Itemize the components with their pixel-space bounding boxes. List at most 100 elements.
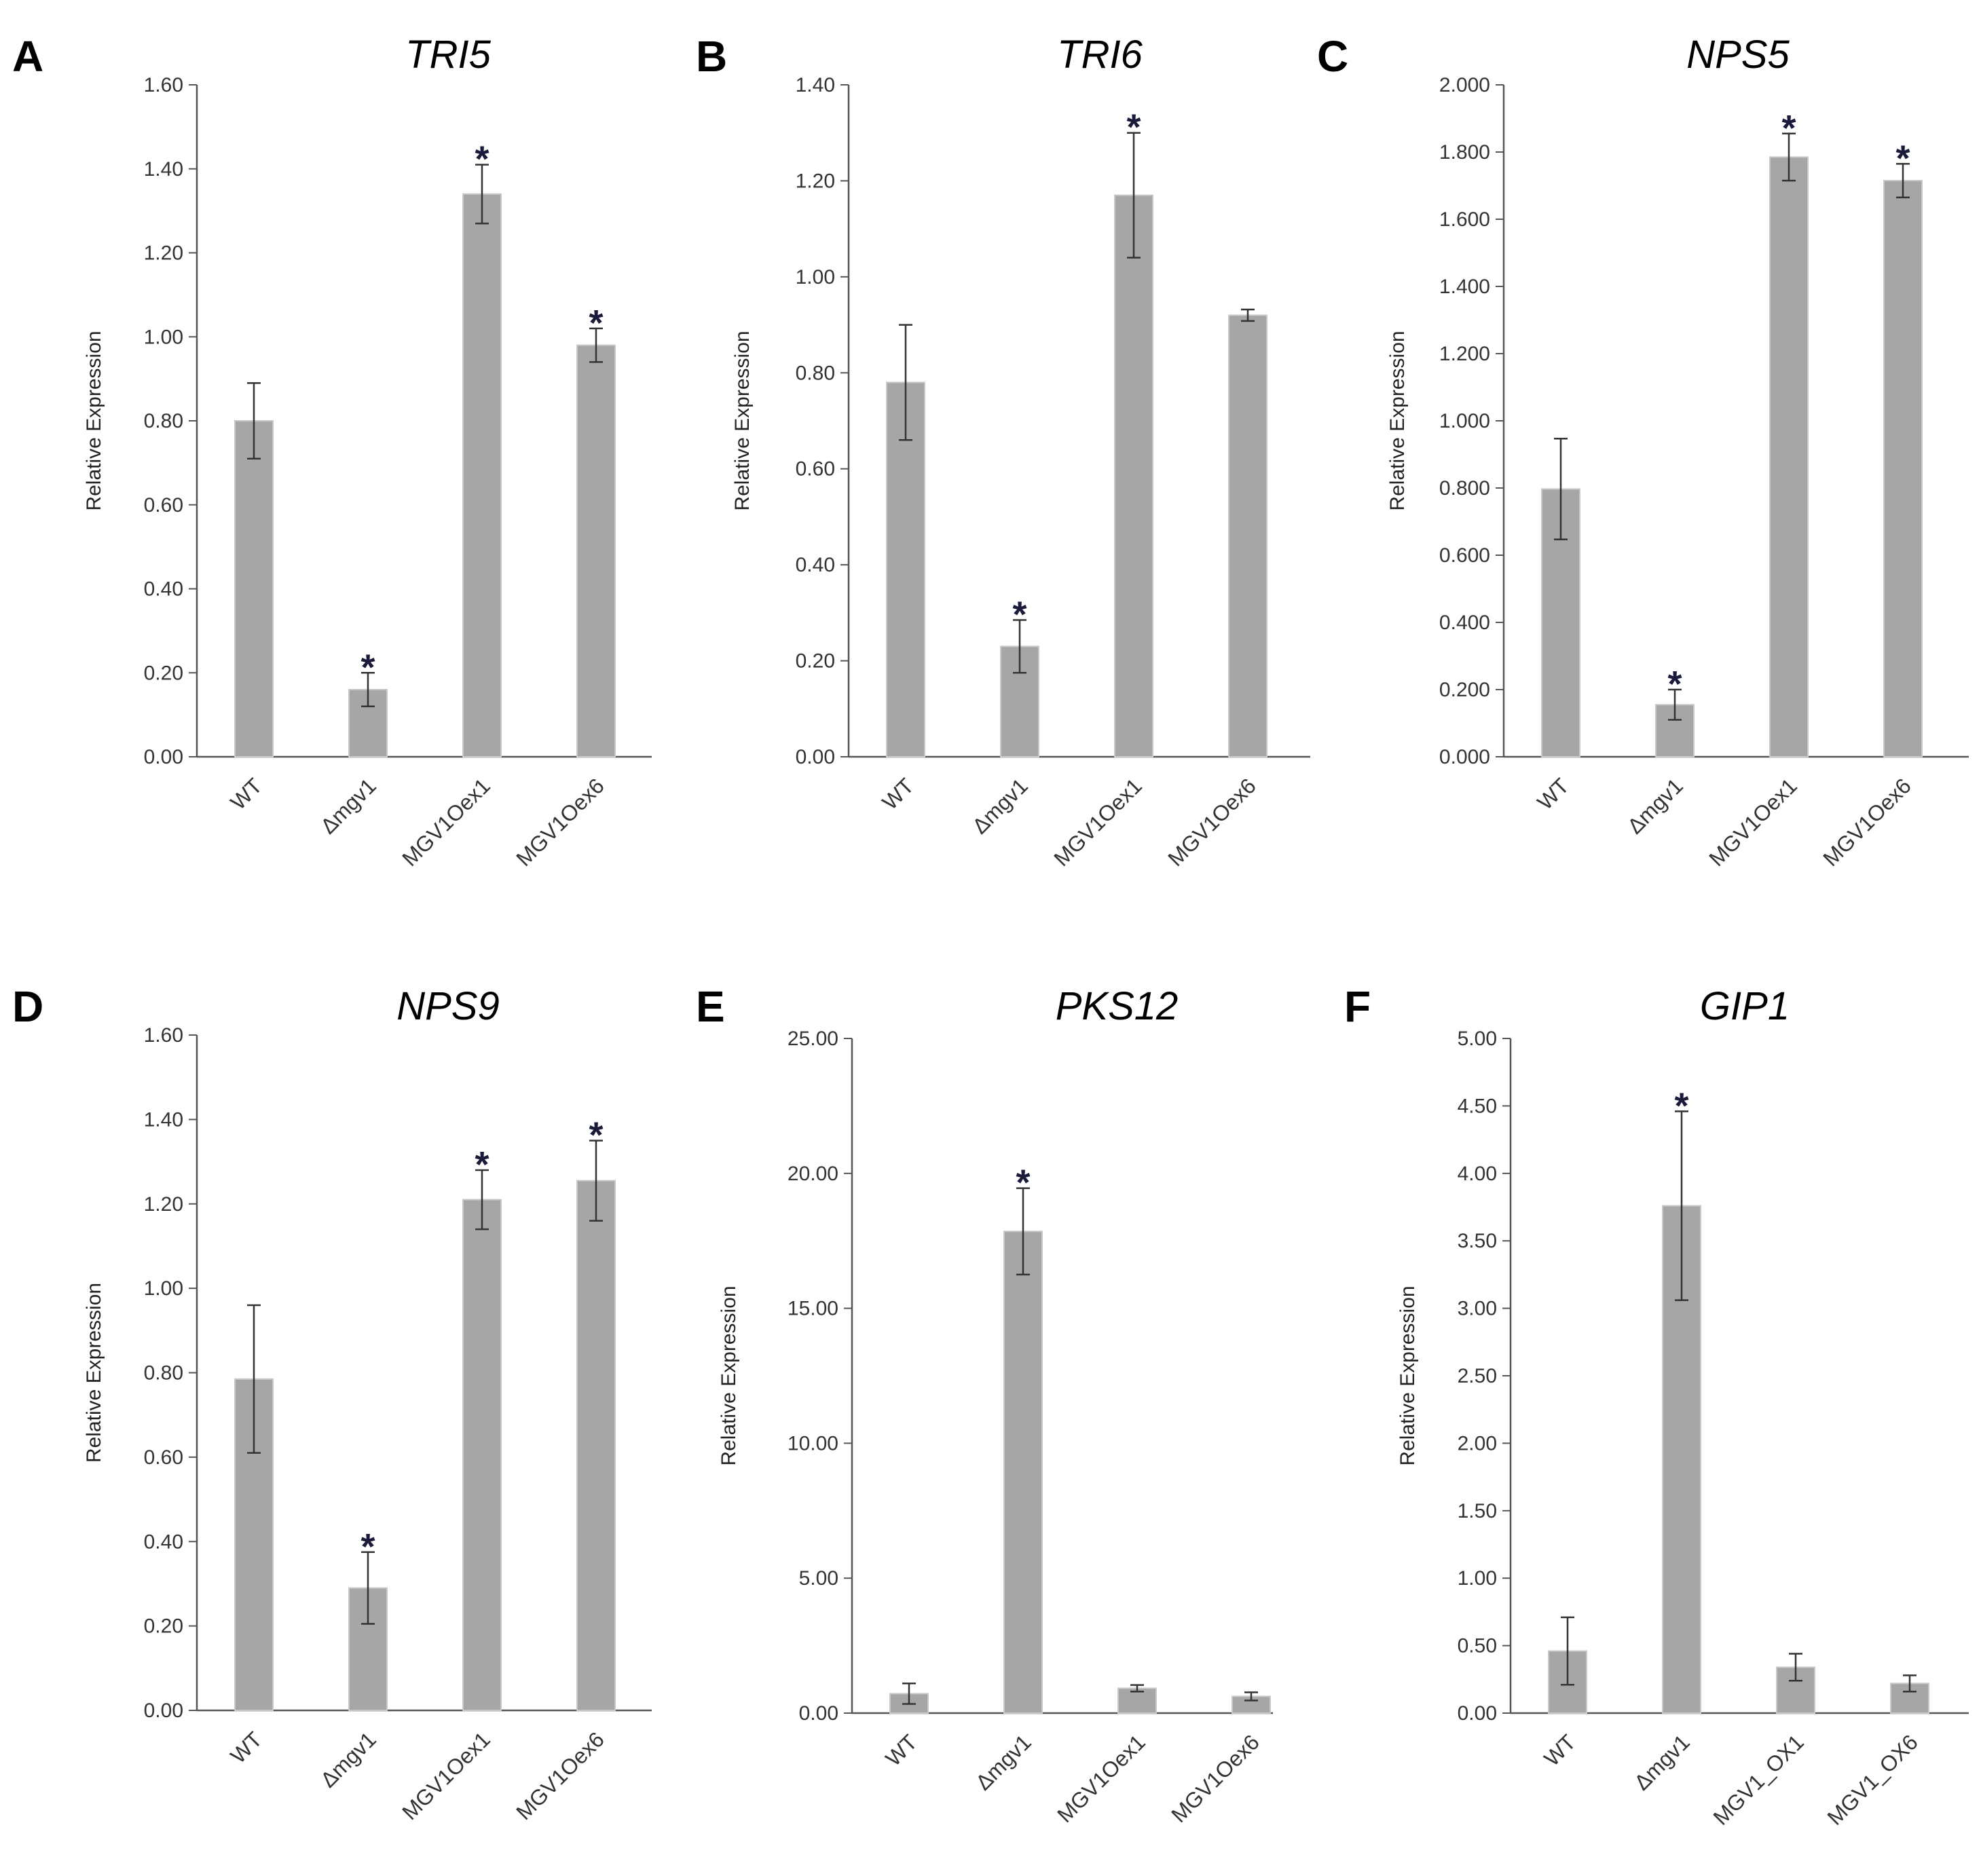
bar-2 xyxy=(1117,1687,1157,1714)
y-axis-title: Relative Expression xyxy=(718,1286,740,1465)
y-tick-label: 0.400 xyxy=(1439,612,1490,634)
bar-2 xyxy=(1776,1666,1815,1714)
y-tick-label: 0.000 xyxy=(1439,746,1490,768)
bar-2 xyxy=(462,1199,502,1711)
y-axis-title: Relative Expression xyxy=(1386,331,1409,510)
significance-star: * xyxy=(1016,1163,1030,1203)
y-tick-label: 15.00 xyxy=(788,1298,838,1320)
y-tick-label: 0.00 xyxy=(796,746,835,768)
category-label: MGV1Oex6 xyxy=(1818,773,1916,871)
y-tick-label: 0.50 xyxy=(1458,1635,1497,1657)
y-axis-title: Relative Expression xyxy=(1396,1286,1419,1465)
significance-star: * xyxy=(475,1144,489,1185)
y-tick-label: 3.00 xyxy=(1458,1298,1497,1320)
y-tick-label: 0.600 xyxy=(1439,544,1490,567)
y-tick-label: 1.00 xyxy=(144,326,183,348)
y-tick-label: 1.400 xyxy=(1439,276,1490,298)
y-tick-label: 1.60 xyxy=(144,74,183,96)
bar-2 xyxy=(1769,156,1809,758)
category-label: MGV1Oex1 xyxy=(1052,1729,1150,1827)
panel-letter: F xyxy=(1344,982,1371,1031)
y-tick-label: 1.00 xyxy=(1458,1567,1497,1590)
y-tick-label: 0.00 xyxy=(1458,1702,1497,1725)
panel-letter: C xyxy=(1317,32,1348,81)
y-tick-label: 0.40 xyxy=(796,554,835,576)
category-label: MGV1Oex6 xyxy=(511,1727,609,1824)
significance-star: * xyxy=(1667,664,1682,705)
bar-2 xyxy=(462,193,502,757)
bar-3 xyxy=(576,344,616,757)
y-tick-label: 4.00 xyxy=(1458,1163,1497,1185)
bar-0 xyxy=(234,420,274,757)
y-tick-label: 0.20 xyxy=(144,662,183,684)
significance-star: * xyxy=(1781,108,1796,149)
bar-0 xyxy=(886,381,925,757)
category-label: MGV1Oex6 xyxy=(1163,773,1261,871)
significance-star: * xyxy=(360,1526,375,1567)
chart-title: GIP1 xyxy=(1700,984,1790,1028)
y-tick-label: 1.20 xyxy=(144,242,183,265)
category-label: MGV1_OX6 xyxy=(1823,1729,1923,1829)
chart-panel-a: A TRI5 Relative Expression 0.00 0.20 0.40 0.60… xyxy=(12,32,652,871)
y-tick-label: 2.00 xyxy=(1458,1432,1497,1455)
y-tick-label: 0.60 xyxy=(144,494,183,517)
category-label: MGV1Oex6 xyxy=(1166,1729,1264,1827)
y-tick-label: 5.00 xyxy=(799,1567,838,1590)
significance-star: * xyxy=(589,303,603,343)
category-label: MGV1Oex1 xyxy=(397,1727,495,1824)
bar-3 xyxy=(1883,180,1923,757)
y-tick-label: 0.60 xyxy=(796,458,835,481)
chart-title: TRI6 xyxy=(1057,33,1143,77)
y-tick-label: 0.60 xyxy=(144,1446,183,1469)
y-tick-label: 1.600 xyxy=(1439,208,1490,231)
chart-title: TRI5 xyxy=(405,33,491,77)
chart-panel-c: C NPS5 Relative Expression 0.000 0.200 0.400 0… xyxy=(1317,32,1969,871)
y-tick-label: 1.800 xyxy=(1439,141,1490,164)
category-label: MGV1Oex6 xyxy=(511,773,609,871)
y-tick-label: 0.40 xyxy=(144,1531,183,1553)
category-label: Δmgv1 xyxy=(316,773,381,838)
y-tick-label: 0.00 xyxy=(799,1702,838,1725)
y-tick-label: 1.00 xyxy=(144,1277,183,1300)
chart-title: PKS12 xyxy=(1056,984,1179,1028)
category-label: MGV1Oex1 xyxy=(1704,773,1802,871)
significance-star: * xyxy=(360,647,375,688)
y-tick-label: 0.80 xyxy=(144,410,183,432)
panel-letter: A xyxy=(12,32,43,81)
category-label: WT xyxy=(1539,1729,1580,1771)
bar-1 xyxy=(1003,1231,1043,1714)
y-tick-label: 0.00 xyxy=(144,1700,183,1722)
y-tick-label: 0.20 xyxy=(144,1615,183,1638)
y-tick-label: 0.40 xyxy=(144,578,183,601)
category-label: MGV1Oex1 xyxy=(1049,773,1147,871)
category-label: Δmgv1 xyxy=(1629,1729,1695,1795)
y-tick-label: 0.00 xyxy=(144,746,183,768)
y-tick-label: 0.80 xyxy=(796,362,835,384)
category-label: WT xyxy=(1532,773,1574,814)
chart-panel-f: F GIP1 Relative Expression 0.00 0.50 1.00 1.50… xyxy=(1344,982,1969,1830)
y-tick-label: 2.000 xyxy=(1439,74,1490,96)
y-tick-label: 4.50 xyxy=(1458,1095,1497,1117)
y-tick-label: 1.20 xyxy=(144,1193,183,1216)
y-tick-label: 25.00 xyxy=(788,1028,838,1050)
category-label: MGV1_OX1 xyxy=(1709,1729,1809,1829)
bar-2 xyxy=(1114,194,1153,757)
significance-star: * xyxy=(475,139,489,180)
category-label: Δmgv1 xyxy=(971,1729,1036,1795)
y-tick-label: 1.00 xyxy=(796,266,835,288)
category-label: WT xyxy=(881,1729,922,1771)
chart-panel-d: D NPS9 Relative Expression 0.00 0.20 0.40 0.60… xyxy=(12,982,652,1824)
category-label: Δmgv1 xyxy=(967,773,1033,838)
y-tick-label: 1.200 xyxy=(1439,343,1490,365)
y-tick-label: 1.40 xyxy=(796,74,835,96)
y-tick-label: 0.80 xyxy=(144,1362,183,1385)
significance-star: * xyxy=(1126,107,1141,148)
y-tick-label: 10.00 xyxy=(788,1432,838,1455)
y-tick-label: 3.50 xyxy=(1458,1230,1497,1252)
panel-letter: B xyxy=(696,32,727,81)
chart-panel-b: B TRI6 Relative Expression 0.00 0.20 0.40 0.60… xyxy=(696,32,1310,871)
significance-star: * xyxy=(589,1114,603,1155)
y-axis-title: Relative Expression xyxy=(731,331,754,510)
bar-1 xyxy=(348,1587,388,1711)
